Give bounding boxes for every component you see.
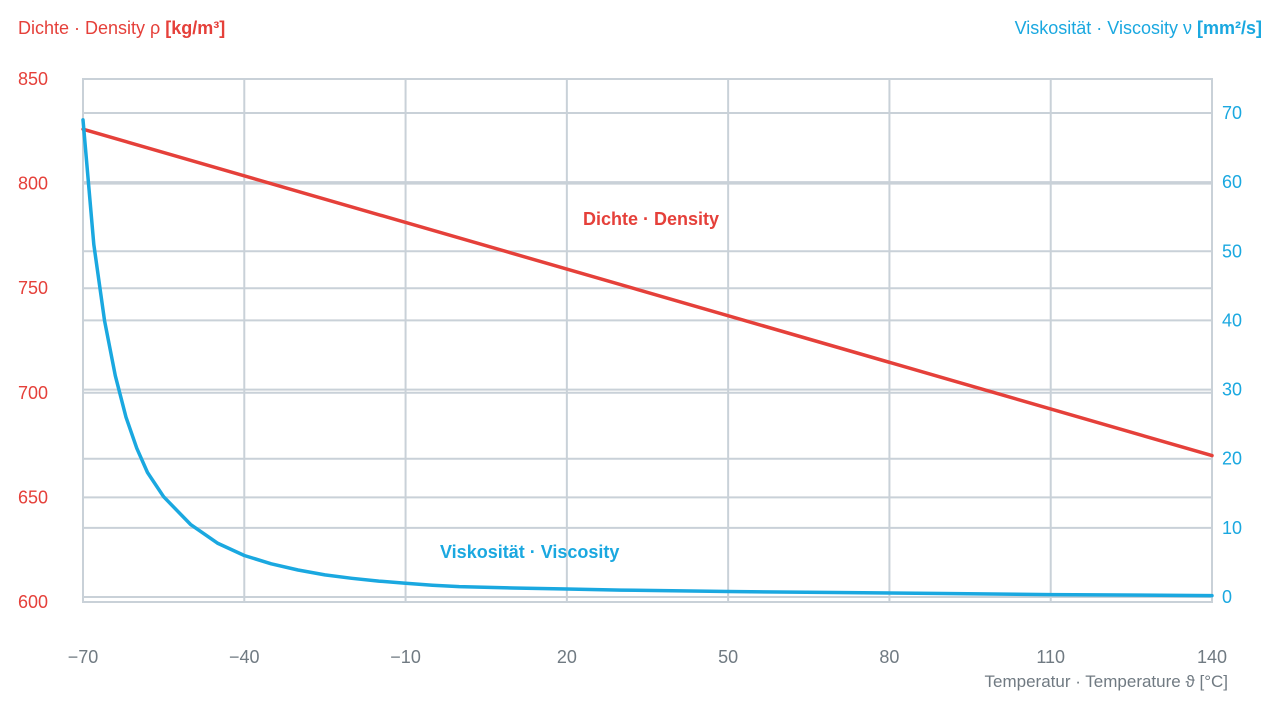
x-tick-label: −40 (229, 647, 260, 667)
x-tick-label: 20 (557, 647, 577, 667)
density-series-line (81, 127, 1214, 458)
y-right-axis-label-prefix: Viskosität · Viscosity ν (1015, 18, 1197, 38)
y-left-tick-label: 850 (18, 69, 48, 89)
tick-labels: −70 −40 −10 20 50 80 110 1408508007507006506007… (18, 69, 1242, 667)
y-right-axis-label: Viskosität · Viscosity ν [mm²/s] (1015, 18, 1262, 38)
y-left-tick-label: 600 (18, 592, 48, 612)
x-tick-label: 50 (718, 647, 738, 667)
y-right-tick-label: 30 (1222, 380, 1242, 400)
x-tick-label: 110 (1036, 647, 1065, 667)
x-axis-label: Temperatur · Temperature ϑ [°C] (985, 672, 1228, 691)
y-left-tick-label: 650 (18, 487, 48, 507)
y-left-axis-label: Dichte · Density ρ [kg/m³] (18, 18, 225, 38)
y-right-tick-label: 10 (1222, 518, 1242, 538)
x-tick-label: 80 (879, 647, 899, 667)
y-right-tick-label: 70 (1222, 103, 1242, 123)
y-right-tick-label: 40 (1222, 310, 1242, 330)
viscosity-series-annotation: Viskosität · Viscosity (440, 542, 619, 562)
y-right-tick-label: 20 (1222, 449, 1242, 469)
y-left-axis-label-prefix: Dichte · Density ρ (18, 18, 165, 38)
viscosity-series-line (81, 118, 1214, 598)
x-tick-label: 140 (1197, 647, 1227, 667)
series-lines (81, 118, 1214, 598)
y-left-tick-label: 700 (18, 383, 48, 403)
y-right-tick-label: 50 (1222, 241, 1242, 261)
y-right-tick-label: 60 (1222, 172, 1242, 192)
y-left-tick-label: 750 (18, 278, 48, 298)
density-series-annotation: Dichte · Density (583, 209, 719, 229)
x-tick-label: −10 (390, 647, 421, 667)
plot-frame (82, 78, 1213, 603)
x-tick-label: −70 (68, 647, 99, 667)
grid-lines (82, 78, 1213, 603)
y-left-tick-label: 800 (18, 174, 48, 194)
y-right-axis-label-unit: [mm²/s] (1197, 18, 1262, 38)
y-right-tick-label: 0 (1222, 587, 1232, 607)
y-left-axis-label-unit: [kg/m³] (165, 18, 225, 38)
